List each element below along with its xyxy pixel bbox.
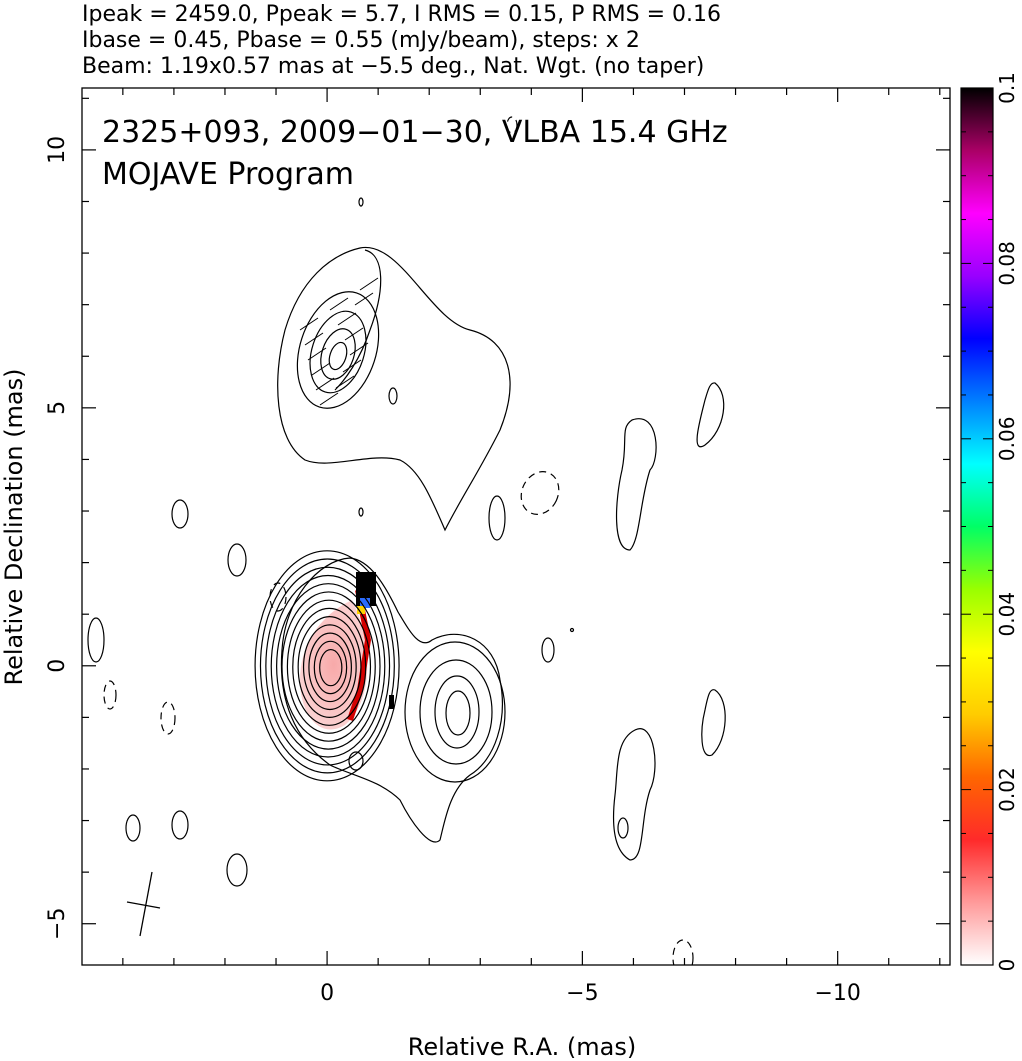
- x-tick-label: 0: [320, 981, 334, 1006]
- colorbar-tick-label: 0.04: [995, 592, 1019, 637]
- colorbar-tick-label: 0.06: [995, 417, 1019, 462]
- x-tick-label: −10: [814, 981, 860, 1006]
- core-contour-level-2: [259, 558, 395, 774]
- north-envelope: [277, 247, 511, 532]
- x-tick-label: −5: [566, 981, 598, 1006]
- y-tick-label: 0: [45, 659, 70, 673]
- north-component-contours: [296, 249, 382, 409]
- beam-marker: [126, 871, 161, 937]
- polarization-vectors: [299, 277, 379, 406]
- x-axis-label: Relative R.A. (mas): [408, 1033, 636, 1061]
- small-feature: [389, 695, 394, 709]
- core-contour-level-10: [302, 624, 357, 711]
- core-contours: [254, 550, 400, 782]
- contour-map: [87, 116, 726, 965]
- core-contour-level-7: [286, 599, 372, 734]
- core-contour-level-12: [313, 640, 348, 695]
- polarization-patch: [300, 600, 368, 730]
- y-tick-label: 5: [45, 401, 70, 415]
- header-line-2: Ibase = 0.45, Pbase = 0.55 (mJy/beam), s…: [82, 28, 640, 53]
- core-contour-level-13: [319, 648, 343, 687]
- y-tick-label: −5: [45, 908, 70, 940]
- core-contour-level-9: [297, 616, 362, 719]
- y-axis-label: Relative Declination (mas): [0, 368, 28, 685]
- west-component-contours: [404, 641, 506, 783]
- colorbar-tick-label: 0.02: [995, 767, 1019, 812]
- colorbar-tick-label: 0.08: [995, 241, 1019, 286]
- header-line-1: Ipeak = 2459.0, Ppeak = 5.7, I RMS = 0.1…: [82, 2, 721, 27]
- chart-subtitle: MOJAVE Program: [102, 157, 354, 192]
- colorbar: [960, 87, 994, 966]
- chart-title: 2325+093, 2009−01−30, VLBA 15.4 GHz: [102, 115, 728, 150]
- noise-contours: [87, 197, 726, 887]
- y-tick-label: 10: [45, 136, 70, 164]
- core-contour-level-11: [308, 632, 352, 703]
- core-contour-level-1: [254, 550, 400, 782]
- plot-frame: [81, 87, 951, 966]
- core-contour-level-3: [265, 566, 391, 766]
- polarization-peak-yellow: [357, 606, 365, 614]
- colorbar-ticks: 0 0.02 0.04 0.06 0.08 0.1: [961, 72, 1019, 971]
- core-contour-level-8: [292, 607, 367, 726]
- core-contour-level-4: [270, 574, 386, 758]
- colorbar-tick-label: 0.1: [995, 72, 1019, 104]
- core-envelope: [280, 557, 503, 843]
- y-axis: −5 0 5 10: [45, 97, 950, 940]
- header-line-3: Beam: 1.19x0.57 mas at −5.5 deg., Nat. W…: [82, 54, 704, 79]
- negative-contours: [103, 116, 694, 965]
- polarization-peak-blue: [360, 598, 370, 608]
- core-contour-level-5: [276, 583, 381, 750]
- colorbar-tick-label: 0: [995, 959, 1019, 972]
- x-axis: 0 −5 −10: [122, 88, 941, 1006]
